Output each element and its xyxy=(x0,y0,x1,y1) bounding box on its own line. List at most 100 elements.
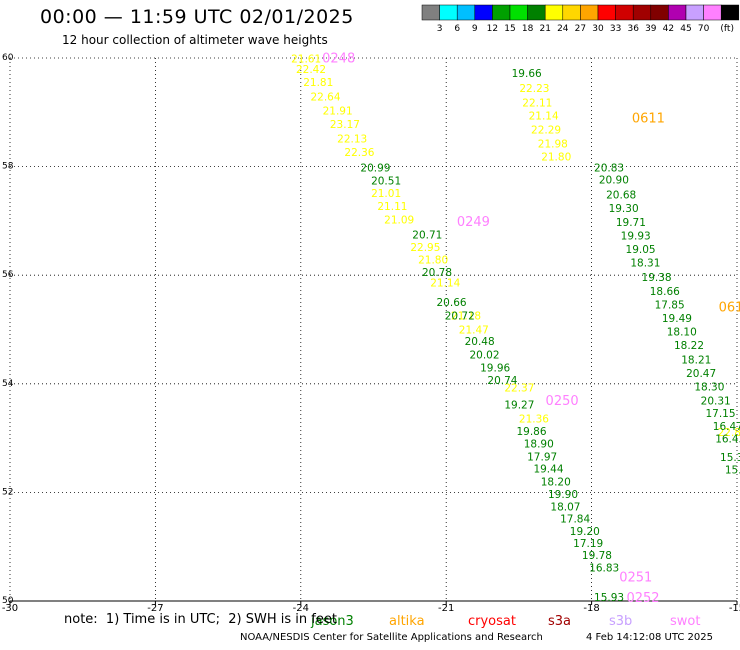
colorbar-swatch xyxy=(720,4,740,21)
colorbar-label: 27 xyxy=(575,24,586,34)
x-tick-label: -18 xyxy=(583,603,599,614)
colorbar-swatch xyxy=(615,4,634,21)
colorbar-label: 3 xyxy=(437,24,443,34)
wave-height-point: 18.22 xyxy=(674,340,704,352)
colorbar-label: 6 xyxy=(454,24,460,34)
wave-height-point: 19.30 xyxy=(609,203,639,215)
colorbar-swatch xyxy=(562,4,581,21)
wave-height-point: 22.95 xyxy=(410,242,440,254)
wave-height-point: 17.84 xyxy=(560,513,590,525)
wave-height-point: 20.66 xyxy=(437,297,467,309)
y-tick-label: 52 xyxy=(2,487,13,497)
wave-height-point: 21.18 xyxy=(451,310,481,322)
colorbar-unit: (ft) xyxy=(720,24,734,34)
wave-height-point: 16.47 xyxy=(713,421,740,433)
wave-height-point: 21.80 xyxy=(541,151,571,163)
wave-height-point: 19.78 xyxy=(582,550,612,562)
wave-height-point: 15.61 xyxy=(725,465,740,477)
wave-height-point: 18.30 xyxy=(694,382,724,394)
wave-height-point: 20.68 xyxy=(606,189,636,201)
x-tick-label: -24 xyxy=(293,603,309,614)
wave-height-point: 22.11 xyxy=(522,98,552,110)
colorbar-label: 21 xyxy=(539,24,550,34)
wave-height-point: 19.93 xyxy=(621,231,651,243)
wave-height-point: 19.71 xyxy=(616,217,646,229)
wave-height-point: 18.66 xyxy=(650,286,680,298)
wave-height-point: 20.78 xyxy=(422,267,452,279)
wave-height-point: 20.99 xyxy=(360,163,390,175)
footer-note: note: 1) Time is in UTC; 2) SWH is in fe… xyxy=(64,612,337,627)
colorbar-swatch xyxy=(668,4,687,21)
x-tick-label: -27 xyxy=(147,603,163,614)
colorbar-label: 39 xyxy=(645,24,657,34)
y-tick-label: 54 xyxy=(2,379,14,389)
wave-height-point: 21.11 xyxy=(377,201,407,213)
grid xyxy=(9,57,738,602)
track-label: 0250 xyxy=(546,394,579,409)
legend: jason3 altika cryosat s3a s3b swot xyxy=(310,614,700,629)
legend-item-s3b: s3b xyxy=(609,614,632,629)
wave-height-point: 17.15 xyxy=(705,408,735,420)
colorbar-swatch xyxy=(597,4,616,21)
wave-height-point: 15.93 xyxy=(594,592,624,604)
wave-height-point: 19.20 xyxy=(570,526,600,538)
colorbar-swatch xyxy=(650,4,669,21)
wave-height-point: 19.49 xyxy=(662,313,692,325)
wave-height-point: 20.72 xyxy=(445,310,475,322)
tick-labels: -30 -27 -24 -21 -18 -15 50 52 54 56 58 60 xyxy=(2,53,740,614)
wave-height-point: 16.83 xyxy=(589,562,619,574)
track-label: 0251 xyxy=(619,571,652,586)
wave-height-point: 20.31 xyxy=(701,396,731,408)
wave-height-point: 22.89 xyxy=(718,427,740,439)
x-tick-label: -30 xyxy=(2,603,18,614)
track-label: 0249 xyxy=(457,215,490,230)
colorbar-label: 70 xyxy=(698,24,710,34)
y-tick-label: 58 xyxy=(2,162,14,172)
wave-height-point: 22.36 xyxy=(344,147,374,159)
wave-height-point: 18.20 xyxy=(541,477,571,489)
legend-item-jason3: jason3 xyxy=(310,614,354,629)
wave-height-point: 18.21 xyxy=(681,354,711,366)
track-label: 0611 xyxy=(632,112,665,127)
colorbar-swatch xyxy=(421,4,440,21)
y-tick-label: 56 xyxy=(2,270,14,280)
colorbar-label: 30 xyxy=(592,24,604,34)
wave-height-point: 19.27 xyxy=(504,399,534,411)
wave-height-point: 17.97 xyxy=(527,452,557,464)
colorbar-swatch xyxy=(456,4,476,21)
colorbar-label: 24 xyxy=(557,24,569,34)
wave-height-point: 20.48 xyxy=(465,336,495,348)
wave-height-point: 16.43 xyxy=(715,434,740,446)
wave-height-point: 18.07 xyxy=(550,502,580,514)
wave-height-point: 21.80 xyxy=(418,254,448,266)
footer-credit: NOAA/NESDIS Center for Satellite Applica… xyxy=(240,632,543,643)
colorbar-label: 45 xyxy=(680,24,691,34)
wave-height-point: 17.19 xyxy=(573,538,603,550)
colorbar-label: 12 xyxy=(487,24,498,34)
colorbar-swatch xyxy=(492,4,511,21)
wave-height-point: 21.14 xyxy=(430,277,460,289)
x-tick-label: -15 xyxy=(729,603,740,614)
wave-height-point: 18.90 xyxy=(524,439,554,451)
wave-height-point: 21.14 xyxy=(529,111,559,123)
chart-title: 00:00 — 11:59 UTC 02/01/2025 xyxy=(40,6,354,28)
wave-height-point: 21.09 xyxy=(384,214,414,226)
wave-height-point: 21.81 xyxy=(303,77,333,89)
wave-height-point: 20.51 xyxy=(371,176,401,188)
colorbar-label: 9 xyxy=(472,24,478,34)
colorbar-swatch xyxy=(527,4,546,21)
track-labels: 0248 0249 0250 0251 0252 0611 0610 xyxy=(322,51,740,606)
colorbar-label: 42 xyxy=(663,24,674,34)
y-tick-label: 60 xyxy=(2,53,14,63)
wave-height-point: 21.61 xyxy=(291,54,321,66)
wave-height-point: 18.31 xyxy=(630,258,660,270)
wave-height-point: 18.10 xyxy=(667,327,697,339)
wave-height-point: 15.30 xyxy=(720,452,740,464)
wave-height-point: 20.02 xyxy=(469,349,499,361)
colorbar-label: 36 xyxy=(627,24,639,34)
wave-height-point: 19.86 xyxy=(516,426,546,438)
wave-height-point: 20.71 xyxy=(412,229,442,241)
colorbar-label: 18 xyxy=(522,24,534,34)
colorbar-label: 15 xyxy=(504,24,515,34)
